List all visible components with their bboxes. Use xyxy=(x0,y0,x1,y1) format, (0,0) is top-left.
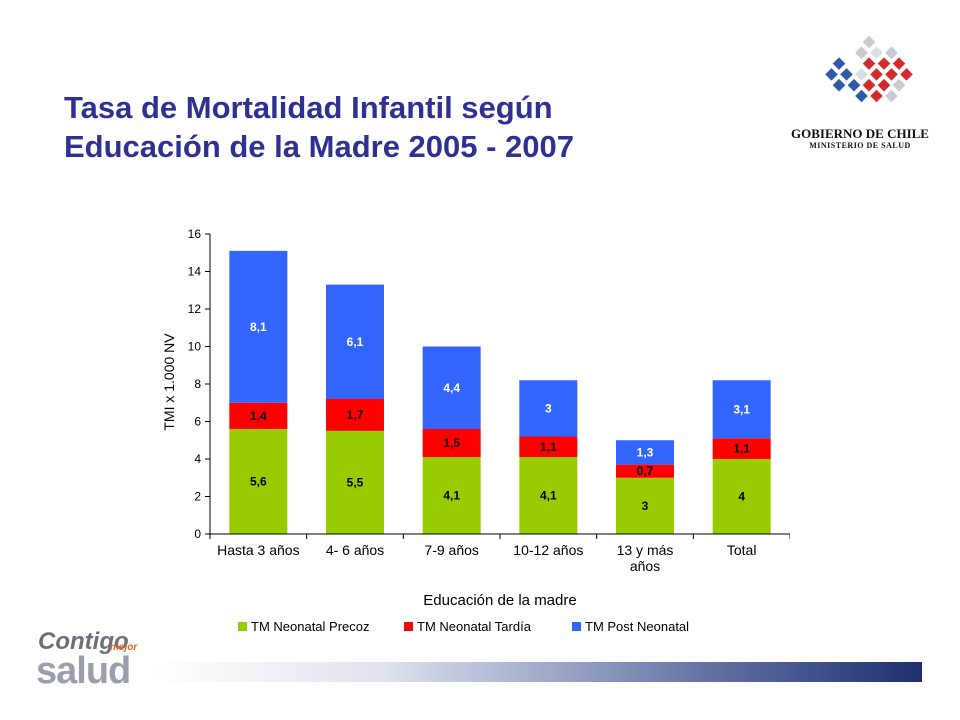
emblem-tile xyxy=(876,55,892,72)
bar-segment xyxy=(712,459,771,534)
data-label: 1,7 xyxy=(347,408,364,422)
data-label: 1,3 xyxy=(637,445,654,459)
data-label: 5,5 xyxy=(347,475,364,489)
bar-segment xyxy=(616,477,674,534)
emblem-tile xyxy=(861,55,877,72)
x-category-label: 7-9 años xyxy=(424,542,478,558)
emblem-tile xyxy=(831,55,847,72)
bar-segment xyxy=(616,464,674,478)
emblem-tile xyxy=(883,66,900,83)
emblem-tile xyxy=(898,66,915,83)
emblem-tile xyxy=(891,55,907,72)
legend-label: TM Neonatal Precoz xyxy=(251,619,370,634)
data-label: 3 xyxy=(642,499,649,513)
y-tick-label: 4 xyxy=(194,452,201,466)
legend-label: TM Post Neonatal xyxy=(585,619,689,634)
data-label: 6,1 xyxy=(347,335,364,349)
bar-segment xyxy=(712,380,771,439)
emblem-tile xyxy=(876,77,892,93)
x-axis-title: Educación de la madre xyxy=(423,592,576,609)
emblem-tile xyxy=(853,45,870,61)
data-label: 1,1 xyxy=(733,442,750,456)
data-label: 3 xyxy=(545,401,552,415)
y-tick-label: 12 xyxy=(188,302,202,316)
data-label: 3,1 xyxy=(733,402,750,416)
emblem-tile xyxy=(853,66,870,83)
bars: 5,6 1,4 8,1 5,5 1,7 6,1 4,1 1,5 4,4 4,1 1,1 3 3 0,7 1,… xyxy=(229,250,771,534)
emblem-tile xyxy=(861,34,877,50)
emblem-tile xyxy=(838,66,855,83)
emblem-tile xyxy=(868,45,885,61)
bar-segment xyxy=(229,402,288,429)
x-category-label: 10-12 años xyxy=(513,542,583,558)
emblem-tile xyxy=(853,88,870,104)
emblem-tile xyxy=(891,77,907,93)
y-tick-label: 2 xyxy=(194,490,201,504)
bar-segment xyxy=(422,457,481,534)
data-label: 4,1 xyxy=(443,489,460,503)
bar-segment xyxy=(229,429,288,534)
y-tick-label: 16 xyxy=(188,227,202,241)
y-tick-label: 10 xyxy=(188,340,202,354)
bar-segment xyxy=(422,346,481,429)
campaign-word-mejor: mejor xyxy=(110,642,138,653)
data-label: 1,4 xyxy=(250,409,267,423)
slide-title: Tasa de Mortalidad Infantil según Educac… xyxy=(64,88,574,166)
data-label: 1,5 xyxy=(443,436,460,450)
y-axis-title: TMI x 1.000 NV xyxy=(161,333,177,431)
campaign-word-contigo: Contigo xyxy=(38,628,129,655)
y-axis: 0 2 4 6 8 10 12 14 16 xyxy=(188,227,211,541)
data-label: 4 xyxy=(738,490,745,504)
gobierno-de-chile-logo: GOBIERNO DE CHILE MINISTERIO DE SALUD xyxy=(790,30,930,160)
emblem-tile xyxy=(823,66,840,83)
legend-swatch xyxy=(238,622,247,631)
gobierno-de-chile-emblem xyxy=(823,34,915,104)
bar-segment xyxy=(519,457,578,534)
bar-segment xyxy=(712,438,771,459)
y-tick-label: 0 xyxy=(194,527,201,541)
emblem-tile xyxy=(846,77,862,93)
data-label: 4,4 xyxy=(443,381,460,395)
legend-swatch xyxy=(572,622,581,631)
data-label: 0,7 xyxy=(637,464,654,478)
bar-segment xyxy=(229,250,288,403)
emblem-tile xyxy=(868,66,885,83)
x-category-label: 4- 6 años xyxy=(326,542,384,558)
y-tick-label: 6 xyxy=(194,415,201,429)
bar-segment xyxy=(519,436,578,458)
legend: TM Neonatal Precoz TM Neonatal Tardía TM P… xyxy=(238,619,689,634)
emblem-tile xyxy=(883,88,900,104)
mortality-stacked-bar-chart: 0 2 4 6 8 10 12 14 16 5,6 1,4 8,1 5,5 1,7 6,1 4,1 1,5 4,… xyxy=(161,227,790,634)
bar-segment xyxy=(326,430,384,534)
x-axis: Hasta 3 años 4- 6 años 7-9 años 10-12 años 1… xyxy=(209,533,790,574)
campaign-word-salud: salud xyxy=(36,650,131,692)
logo-line-1: GOBIERNO DE CHILE xyxy=(791,126,929,141)
y-tick-label: 14 xyxy=(188,265,202,279)
bar-segment xyxy=(519,380,578,437)
data-label: 8,1 xyxy=(250,320,267,334)
slide-title-line-1: Tasa de Mortalidad Infantil según xyxy=(64,90,553,125)
x-category-label: 13 y más años xyxy=(617,542,674,574)
data-label: 4,1 xyxy=(540,489,557,503)
contigo-mejor-salud-logo: Contigo mejor salud xyxy=(34,628,154,692)
logo-line-2: MINISTERIO DE SALUD xyxy=(809,141,911,150)
x-category-label: Total xyxy=(727,542,757,558)
emblem-tile xyxy=(868,88,885,104)
emblem-tile xyxy=(861,77,877,93)
data-label: 5,6 xyxy=(250,475,267,489)
legend-label: TM Neonatal Tardía xyxy=(417,619,532,634)
bar-segment xyxy=(422,429,481,458)
bar-segment xyxy=(616,440,674,465)
x-category-label: Hasta 3 años xyxy=(217,542,299,558)
y-tick-label: 8 xyxy=(194,377,201,391)
emblem-tile xyxy=(846,55,862,72)
data-label: 1,1 xyxy=(540,440,557,454)
bar-segment xyxy=(326,284,384,399)
legend-swatch xyxy=(404,622,413,631)
emblem-tile xyxy=(883,45,900,61)
footer-gradient-bar xyxy=(150,662,922,682)
slide-title-line-2: Educación de la Madre 2005 - 2007 xyxy=(64,129,575,164)
emblem-tile xyxy=(831,77,847,93)
bar-segment xyxy=(326,399,384,431)
